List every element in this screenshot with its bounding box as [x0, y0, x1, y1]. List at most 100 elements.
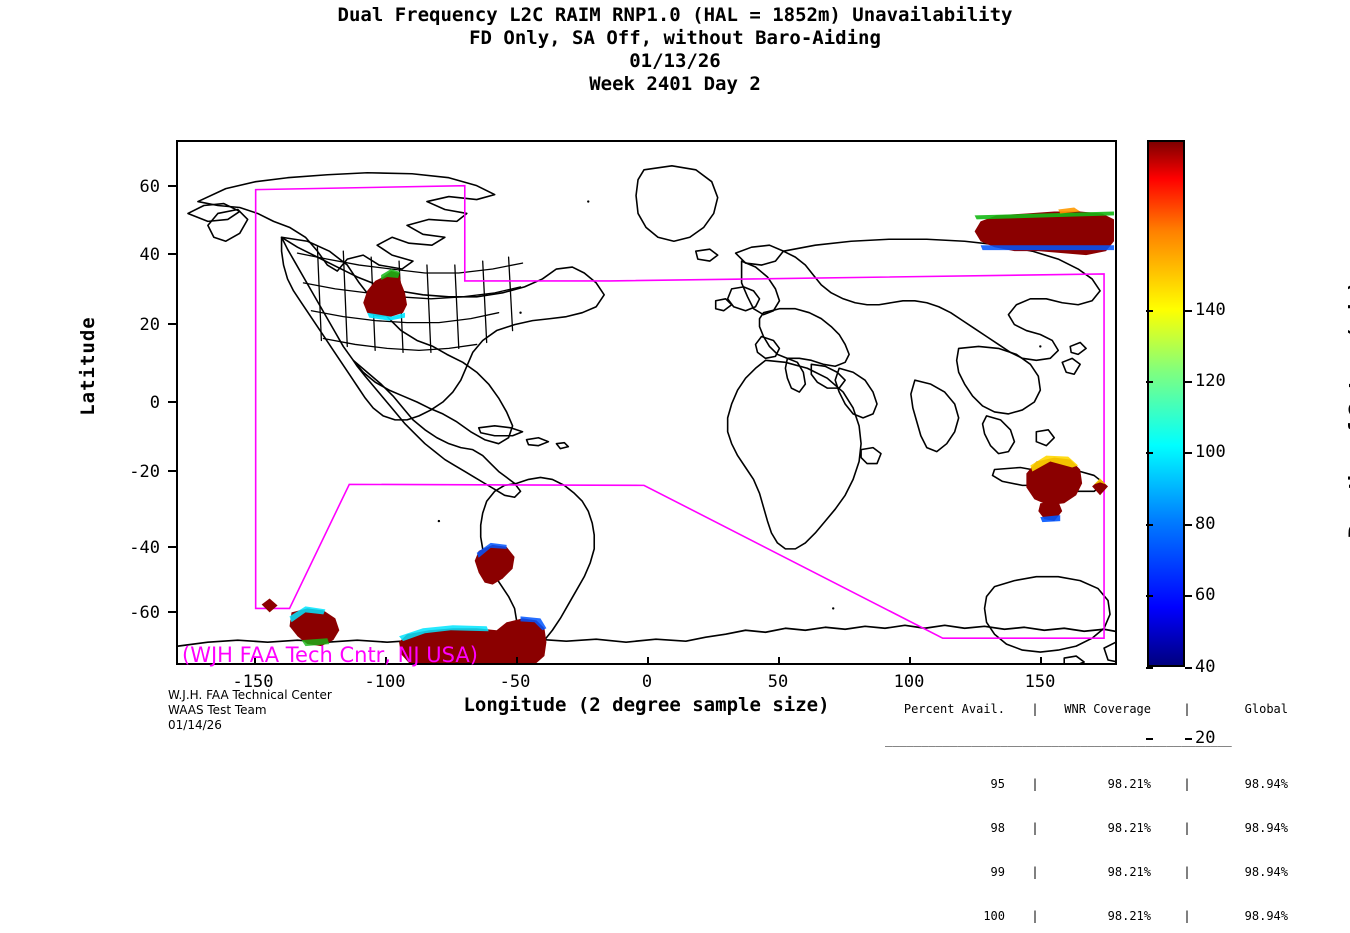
cuba-outline	[479, 426, 523, 436]
y-axis-label: Latitude	[77, 266, 99, 466]
stats-table-rule: ________________________________________…	[885, 735, 1288, 746]
xtick-label-m100: -100	[340, 672, 430, 692]
cbtick-label-120: 120	[1195, 371, 1226, 391]
ytick-mark-m60	[168, 611, 176, 613]
hispaniola-outline	[527, 438, 549, 446]
title-line-3-date: 01/13/26	[0, 50, 1350, 73]
island-dot-1	[587, 200, 589, 202]
xtick-mark-150	[1040, 657, 1042, 665]
xtick-mark-100	[909, 657, 911, 665]
cbtick-label-40: 40	[1195, 657, 1215, 677]
stats-row-sep-2: |	[1181, 911, 1193, 922]
iceland-outline	[696, 249, 718, 261]
ytick-label-60: 60	[108, 177, 160, 197]
world-map-plot	[176, 140, 1117, 665]
cbtick-mark-120-out	[1185, 381, 1192, 383]
stats-cell-wnr: 98.21%	[1041, 911, 1181, 922]
stats-cell-percent: 100	[885, 911, 1029, 922]
stats-row-sep-1: |	[1029, 779, 1041, 790]
stats-cell-wnr: 98.21%	[1041, 823, 1181, 834]
stats-table-header-row: Percent Avail.|WNR Coverage|Global	[885, 704, 1288, 715]
stats-row-sep-1: |	[1029, 911, 1041, 922]
china-outline	[957, 346, 1041, 413]
india-outline	[911, 380, 959, 451]
chart-title-block: Dual Frequency L2C RAIM RNP1.0 (HAL = 18…	[0, 4, 1350, 96]
xtick-label-50: 50	[733, 672, 823, 692]
stats-row-sep-1: |	[1029, 867, 1041, 878]
xtick-mark-m50	[516, 657, 518, 665]
greenland-outline	[636, 166, 718, 241]
credit-line-1: W.J.H. FAA Technical Center	[168, 688, 332, 703]
xtick-mark-50	[778, 657, 780, 665]
ytick-label-m60: -60	[108, 603, 160, 623]
indochina-outline	[983, 416, 1015, 454]
stats-row-sep-2: |	[1181, 823, 1193, 834]
cbtick-mark-120-in	[1146, 381, 1153, 383]
cbtick-mark-140-in	[1146, 310, 1153, 312]
ytick-label-40: 40	[108, 245, 160, 265]
stats-header-percent: Percent Avail.	[885, 704, 1029, 715]
wnr-coverage-boundary	[256, 186, 1104, 639]
stats-cell-global: 98.94%	[1193, 779, 1288, 790]
cbtick-mark-60-out	[1185, 595, 1192, 597]
stats-cell-percent: 95	[885, 779, 1029, 790]
table-row: 99|98.21%|98.94%	[885, 867, 1288, 878]
ytick-mark-60	[168, 185, 176, 187]
ytick-label-20: 20	[108, 315, 160, 335]
title-line-4-week: Week 2401 Day 2	[0, 73, 1350, 96]
ytick-mark-0	[168, 401, 176, 403]
xtick-label-0: 0	[602, 672, 692, 692]
ytick-mark-m40	[168, 546, 176, 548]
cbtick-mark-100-in	[1146, 452, 1153, 454]
africa-outline	[728, 360, 861, 549]
cbtick-label-100: 100	[1195, 442, 1226, 462]
island-dot-5	[832, 607, 834, 609]
table-row: 95|98.21%|98.94%	[885, 779, 1288, 790]
island-dot-6	[438, 520, 440, 522]
uk-outline	[728, 287, 760, 311]
ytick-label-m20: -20	[108, 462, 160, 482]
cbtick-label-140: 140	[1195, 300, 1226, 320]
cbtick-mark-60-in	[1146, 595, 1153, 597]
stats-row-sep-1: |	[1029, 823, 1041, 834]
wjh-watermark-text: (WJH FAA Tech Cntr, NJ USA)	[182, 643, 478, 667]
russia-siberia-outline	[783, 239, 1100, 360]
mexico-central-america	[353, 360, 520, 497]
australia-outline	[985, 577, 1110, 652]
stats-header-sep-2: |	[1181, 704, 1193, 715]
island-dot-3	[1039, 345, 1041, 347]
stats-cell-wnr: 98.21%	[1041, 779, 1181, 790]
philippines-outline	[1036, 430, 1054, 446]
ytick-mark-40	[168, 253, 176, 255]
credit-line-3: 01/14/26	[168, 718, 332, 733]
stats-header-wnr: WNR Coverage	[1041, 704, 1181, 715]
outage-region-so-small-diamond	[262, 598, 278, 612]
japan-honshu	[1062, 358, 1080, 374]
tasmania-outline	[1064, 656, 1084, 663]
title-line-2: FD Only, SA Off, without Baro-Aiding	[0, 27, 1350, 50]
iberia-outline	[756, 337, 780, 359]
alaska-peninsula	[208, 209, 248, 241]
stats-header-global: Global	[1193, 704, 1288, 715]
stats-header-sep-1: |	[1029, 704, 1041, 715]
table-row: 100|98.21%|98.94%	[885, 911, 1288, 922]
ytick-label-m40: -40	[108, 538, 160, 558]
colorbar-group: 140 120 100 80 60 40 20	[1147, 140, 1185, 667]
japan-hokkaido	[1070, 342, 1086, 354]
credit-line-2: WAAS Test Team	[168, 703, 332, 718]
stats-cell-global: 98.94%	[1193, 911, 1288, 922]
table-row: 98|98.21%|98.94%	[885, 823, 1288, 834]
ytick-mark-20	[168, 323, 176, 325]
world-map-svg	[178, 142, 1115, 663]
cbtick-mark-40-in	[1146, 667, 1153, 669]
stats-cell-global: 98.94%	[1193, 823, 1288, 834]
stats-row-sep-2: |	[1181, 867, 1193, 878]
xtick-mark-0	[647, 657, 649, 665]
island-dot-2	[519, 311, 521, 313]
cbtick-mark-80-in	[1146, 524, 1153, 526]
credit-block: W.J.H. FAA Technical Center WAAS Test Te…	[168, 688, 332, 733]
madagascar-outline	[861, 448, 881, 464]
cbtick-label-60: 60	[1195, 585, 1215, 605]
new-zealand-north	[1104, 642, 1115, 662]
ytick-label-0: 0	[108, 393, 160, 413]
